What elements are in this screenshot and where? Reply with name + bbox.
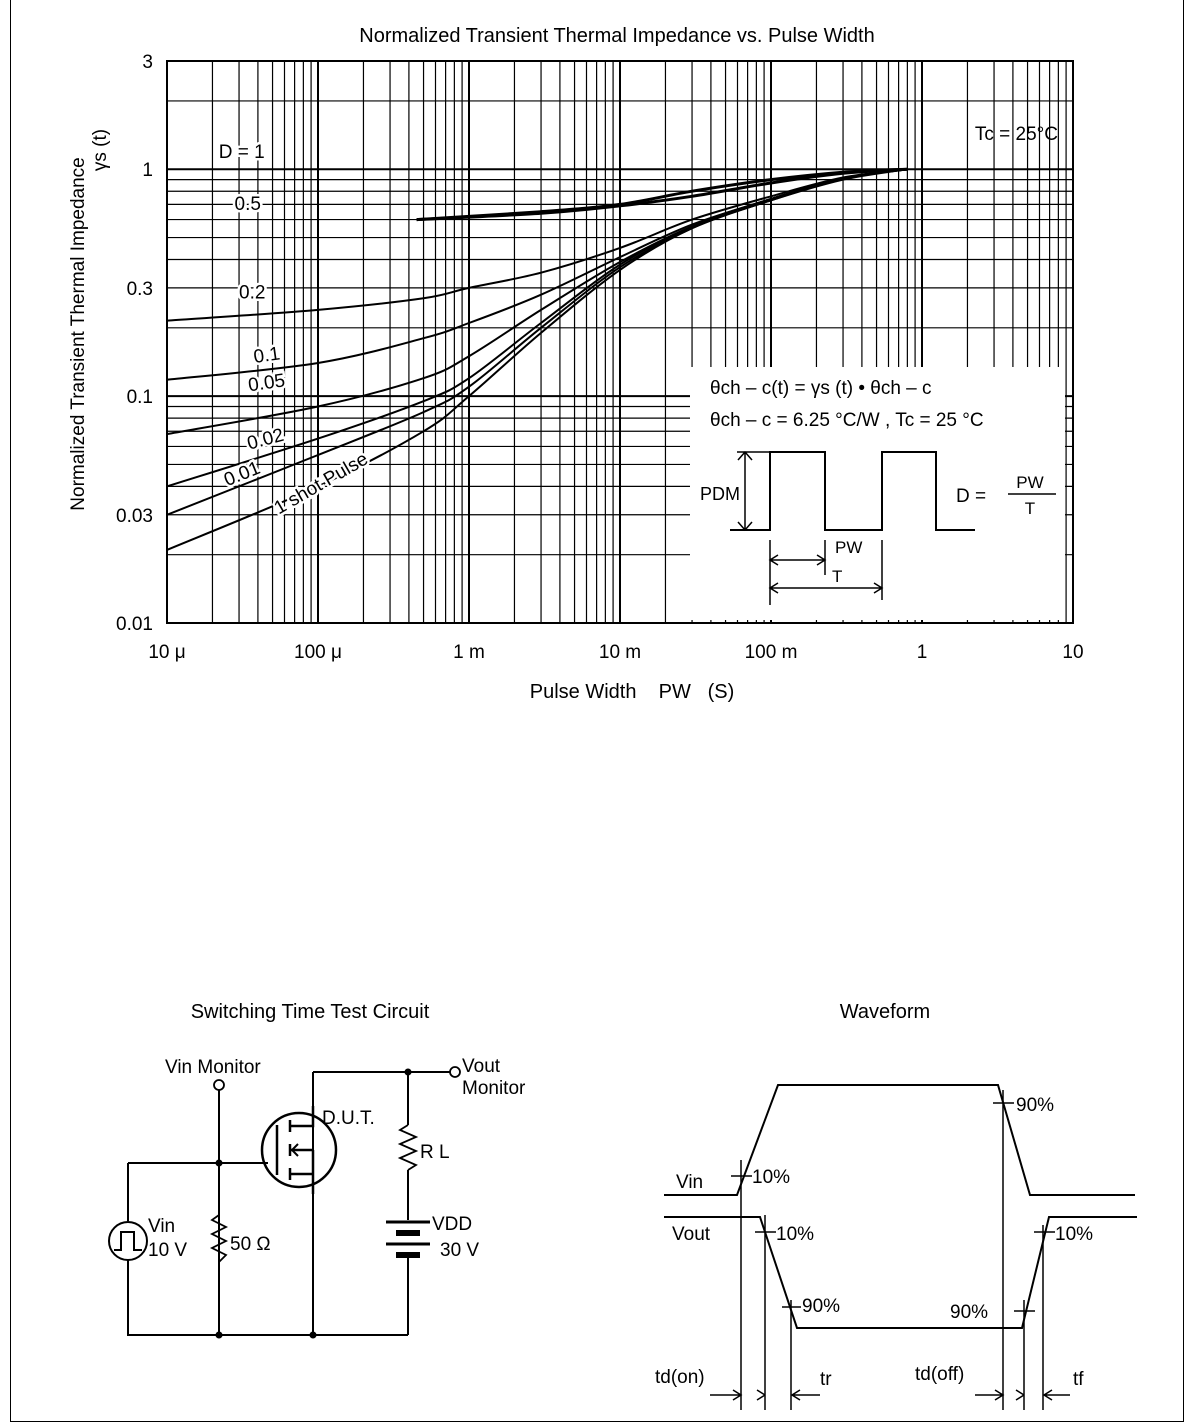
circuit-title: Switching Time Test Circuit — [191, 1001, 430, 1023]
y-tick-label: 0.03 — [116, 506, 153, 527]
x-tick-label: 100 μ — [294, 642, 342, 663]
series-label: 0.05 — [247, 370, 287, 396]
timing-markers — [731, 1090, 1055, 1410]
switching-test-circuit: Switching Time Test Circuit Vin Monitor … — [108, 1001, 526, 1339]
pdm-label: PDM — [700, 484, 740, 504]
vin-rise-10-label: 10% — [752, 1167, 790, 1188]
vout-wave-label: Vout — [672, 1224, 711, 1245]
y-tick-label: 3 — [142, 52, 153, 73]
t-label: T — [832, 567, 842, 586]
y-tick-label: 0.1 — [127, 387, 153, 408]
y-axis-label: Normalized Transient Thermal Impedance — [68, 157, 89, 510]
rl-label: R L — [420, 1142, 450, 1163]
series-label: 0.5 — [235, 194, 261, 215]
x-tick-label: 10 μ — [148, 642, 185, 663]
pdm-arrow — [737, 450, 770, 532]
vin-source-label: Vin — [148, 1216, 175, 1237]
series-label: 0.2 — [239, 282, 265, 303]
tr-label: tr — [820, 1369, 832, 1390]
x-tick-label: 100 m — [745, 642, 798, 663]
page-frame — [10, 0, 1184, 1422]
input-resistor — [209, 1214, 229, 1263]
series-curve-2 — [166, 168, 908, 322]
tf-label: tf — [1073, 1369, 1084, 1390]
waveform-title: Waveform — [840, 1001, 930, 1023]
pw-label: PW — [835, 538, 862, 557]
y-tick-label: 1 — [142, 160, 153, 181]
series-label: D = 1 — [219, 142, 265, 163]
x-tick-label: 1 — [917, 642, 928, 663]
r50-label: 50 Ω — [230, 1234, 271, 1255]
series-curve-0 — [416, 167, 908, 222]
y-tick-label: 0.01 — [116, 614, 153, 635]
x-tick-label: 10 — [1062, 642, 1083, 663]
vout-monitor-label-1: Vout — [462, 1056, 501, 1077]
duty-denominator: T — [1025, 499, 1035, 518]
tc-annotation: Tc = 25°C — [975, 124, 1058, 145]
vout-monitor-label-2: Monitor — [462, 1078, 526, 1099]
vin-source-value: 10 V — [148, 1240, 187, 1261]
chart-title: Normalized Transient Thermal Impedance v… — [359, 25, 874, 47]
td-on-label: td(on) — [655, 1367, 705, 1388]
vout-fall-10-label: 10% — [776, 1224, 814, 1245]
vin-trace — [664, 1084, 1135, 1196]
vin-monitor-label: Vin Monitor — [165, 1057, 261, 1078]
vdd-battery — [386, 1220, 430, 1258]
x-tick-label: 1 m — [453, 642, 485, 663]
vin-monitor-terminal — [213, 1079, 225, 1091]
junction-dots — [215, 1068, 412, 1339]
vout-rise-10-label: 10% — [1055, 1224, 1093, 1245]
series-label: 1 shot Pulse — [271, 449, 372, 519]
switching-waveform: Waveform Vin Vout 10% 90% 10% 90% 90% 10… — [655, 1001, 1137, 1410]
duty-equation: D = — [956, 486, 986, 507]
vout-monitor-terminal — [449, 1066, 461, 1078]
inset-equation-1: θch – c(t) = γs (t) • θch – c — [710, 378, 932, 399]
circuit-wires — [127, 1071, 450, 1336]
inset-equation-2: θch – c = 6.25 °C/W , Tc = 25 °C — [710, 410, 984, 431]
pulse-source — [108, 1221, 148, 1261]
dut-label: D.U.T. — [322, 1108, 375, 1129]
vout-trace — [664, 1216, 1137, 1329]
inset-box — [690, 367, 1065, 620]
x-tick-label: 10 m — [599, 642, 641, 663]
vout-fall-90-label: 90% — [802, 1296, 840, 1317]
load-resistor — [397, 1124, 419, 1171]
t-arrow — [768, 540, 884, 600]
series-curve-1 — [416, 167, 908, 222]
y-axis-label-symbol: γs (t) — [90, 129, 111, 171]
pulse-train — [730, 451, 975, 531]
duty-numerator: PW — [1016, 473, 1043, 492]
vin-fall-90-label: 90% — [1016, 1095, 1054, 1116]
pw-arrow — [768, 540, 827, 605]
series-curve-7 — [166, 168, 908, 551]
x-axis-label: Pulse Width PW (S) — [530, 681, 734, 703]
td-off-label: td(off) — [915, 1364, 964, 1385]
vdd-label: VDD — [432, 1214, 472, 1235]
timing-arrows — [710, 1389, 1070, 1401]
vin-wave-label: Vin — [676, 1172, 703, 1193]
mosfet-symbol — [260, 1106, 338, 1194]
series-label: 0.1 — [252, 343, 281, 367]
thermal-impedance-chart: Normalized Transient Thermal Impedance v… — [68, 25, 1084, 703]
vdd-value: 30 V — [440, 1240, 479, 1261]
vout-rise-90-label: 90% — [950, 1302, 988, 1323]
y-tick-label: 0.3 — [127, 279, 153, 300]
plot-area-border — [166, 60, 1074, 624]
